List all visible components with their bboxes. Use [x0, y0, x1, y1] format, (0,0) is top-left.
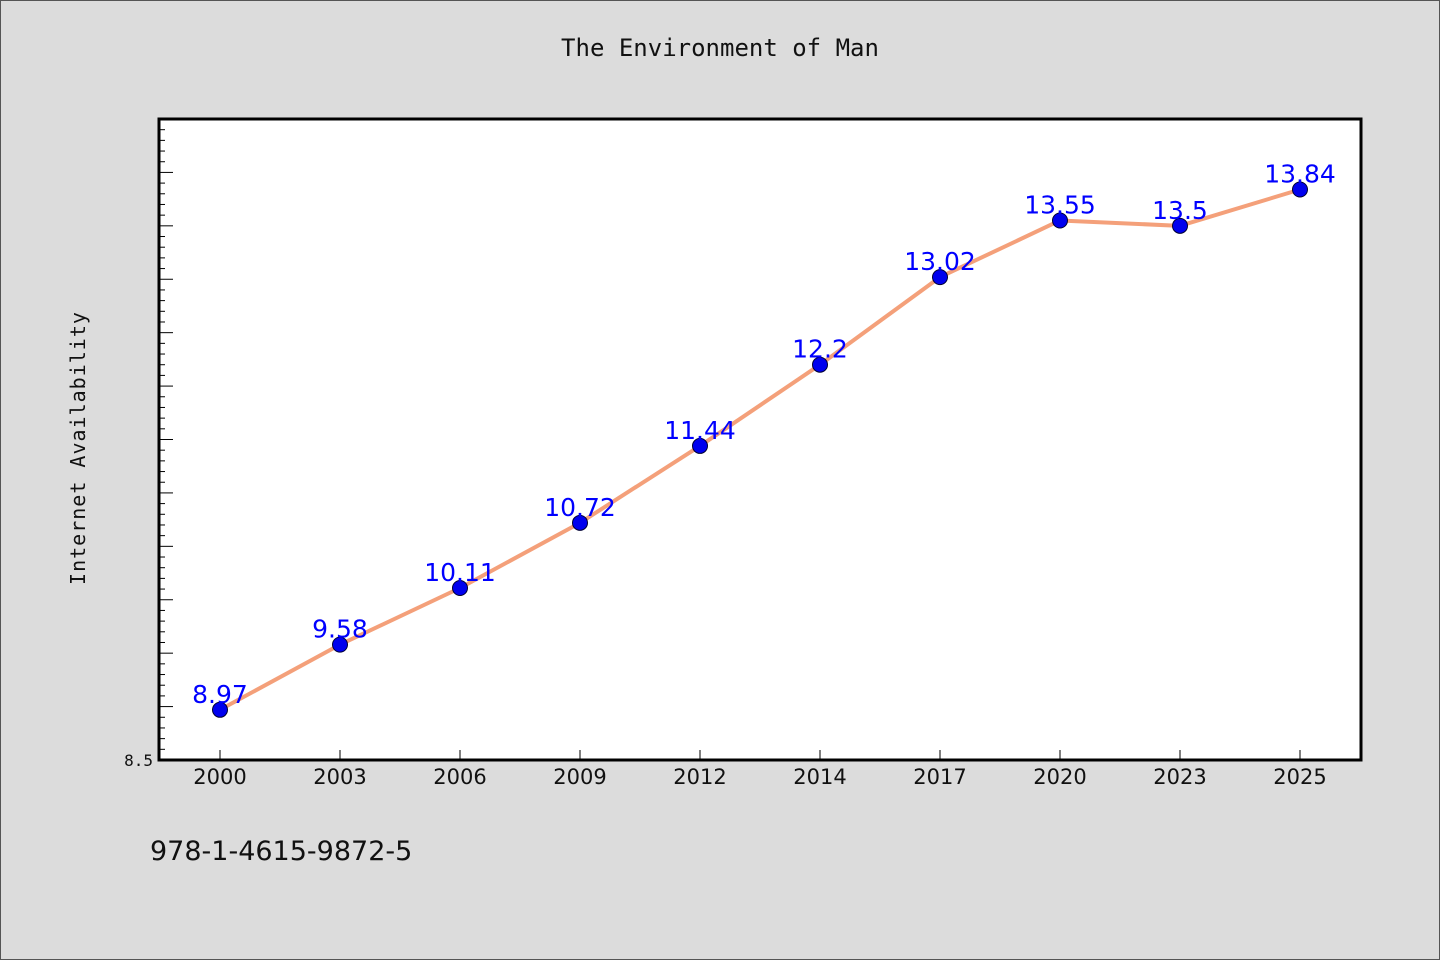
x-tick-label: 2014 — [793, 765, 846, 789]
data-point — [452, 579, 468, 596]
x-axis-ticks: 2000 2003 2006 2009 2012 2014 2017 2020 2023 2025 — [193, 750, 1327, 789]
x-tick-label: 2017 — [913, 765, 966, 789]
y-axis-ticks: 8.5 — [124, 129, 173, 770]
data-label: 13.02 — [904, 247, 976, 276]
data-point — [692, 437, 708, 454]
x-tick-label: 2012 — [673, 765, 726, 789]
data-point — [572, 514, 588, 531]
data-label: 12.2 — [792, 335, 848, 364]
data-labels-group: 8.97 9.58 10.11 10.72 11.44 12.2 13.02 13.55 13.… — [192, 160, 1336, 709]
data-label: 10.11 — [424, 558, 496, 587]
x-tick-label: 2020 — [1033, 765, 1086, 789]
y-tick-label: 8.5 — [124, 751, 153, 770]
data-point — [332, 636, 348, 653]
data-label: 10.72 — [544, 493, 616, 522]
data-point — [932, 269, 948, 286]
x-tick-label: 2023 — [1153, 765, 1206, 789]
data-point — [212, 701, 228, 718]
series-line — [219, 187, 1301, 712]
data-label: 13.5 — [1152, 196, 1208, 225]
x-tick-label: 2003 — [313, 765, 366, 789]
chart-title: The Environment of Man — [561, 34, 879, 62]
x-tick-label: 2009 — [553, 765, 606, 789]
series-group — [212, 181, 1308, 718]
x-tick-label: 2006 — [433, 765, 486, 789]
data-label: 9.58 — [312, 615, 368, 644]
isbn-text: 978-1-4615-9872-5 — [150, 836, 413, 867]
data-label: 11.44 — [664, 416, 736, 445]
data-label: 13.84 — [1264, 160, 1336, 189]
data-point — [812, 356, 828, 373]
x-tick-label: 2025 — [1273, 765, 1326, 789]
data-point — [1052, 212, 1068, 229]
data-label: 13.55 — [1024, 190, 1096, 219]
data-point — [1172, 217, 1188, 234]
x-tick-label: 2000 — [193, 765, 246, 789]
data-point — [1292, 181, 1308, 198]
data-label: 8.97 — [192, 680, 248, 709]
